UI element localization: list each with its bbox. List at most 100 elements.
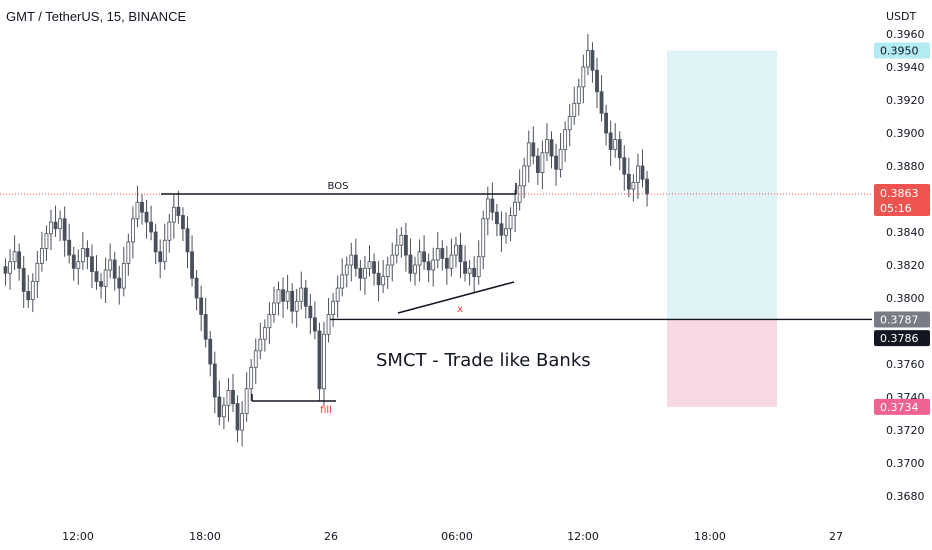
y-tick-label: 0.3900	[886, 127, 925, 140]
candle-body	[622, 157, 627, 175]
candle	[408, 238, 413, 282]
candle-body	[231, 389, 235, 404]
candle	[376, 260, 381, 302]
candle-body	[108, 259, 113, 271]
candle	[312, 301, 317, 340]
candle	[231, 373, 235, 412]
candle-body	[422, 251, 427, 263]
candle-body	[417, 251, 422, 266]
candle-body	[299, 287, 304, 302]
candle-body	[58, 218, 62, 230]
candle	[381, 260, 386, 294]
candle-body	[595, 69, 599, 93]
candle	[108, 243, 113, 279]
stop-zone	[667, 319, 777, 407]
candle	[199, 285, 204, 331]
candle-body	[431, 259, 436, 271]
candle	[212, 351, 217, 414]
candle	[494, 203, 499, 237]
candle	[517, 169, 522, 211]
candle-body	[426, 261, 431, 271]
candle-body	[53, 221, 58, 230]
y-tick-label: 0.3760	[886, 358, 925, 371]
candle	[631, 174, 636, 202]
symbol-title[interactable]: GMT / TetherUS, 15, BINANCE	[6, 9, 187, 24]
candle	[208, 331, 213, 377]
candle	[126, 233, 131, 276]
candle	[158, 239, 163, 279]
candle-body	[608, 132, 613, 150]
candle	[590, 42, 595, 83]
candle	[167, 213, 172, 253]
candle-body	[249, 366, 254, 390]
candle	[335, 275, 340, 318]
candle-body	[449, 254, 454, 269]
candle	[221, 397, 226, 430]
candle-body	[645, 178, 649, 195]
candle-body	[130, 218, 135, 243]
candle-body	[636, 165, 640, 183]
candle	[253, 338, 258, 384]
y-tick-label: 0.3940	[886, 61, 925, 74]
time-axis[interactable]: 12:00 18:00 26 06:00 12:00 18:00 27	[62, 530, 843, 543]
candle-body	[44, 233, 49, 249]
candle-body	[540, 152, 545, 174]
x-tick-label: 18:00	[694, 530, 726, 543]
candle-body	[508, 215, 513, 230]
current-price-badge-bg	[874, 184, 930, 217]
candle	[431, 247, 436, 287]
candle	[117, 265, 122, 305]
candle-body	[217, 396, 222, 418]
candle-body	[463, 261, 467, 274]
candle	[426, 253, 431, 283]
candle-body	[21, 267, 26, 292]
x-tick-label: 26	[324, 530, 338, 543]
x-tick-label: 06:00	[441, 530, 473, 543]
candle	[617, 131, 622, 171]
axis-unit-label: USDT	[886, 10, 917, 23]
candle-body	[344, 264, 349, 276]
candle-body	[640, 165, 645, 180]
candle	[394, 228, 399, 264]
candle	[540, 140, 545, 190]
candle-body	[167, 221, 172, 241]
candle-body	[294, 300, 299, 312]
candle	[185, 216, 190, 269]
candle	[531, 126, 536, 165]
fill-label: fill	[320, 405, 332, 416]
candle-body	[353, 254, 358, 269]
candle-body	[181, 215, 185, 230]
candle-body	[599, 91, 604, 114]
candle	[90, 244, 94, 289]
candle	[399, 227, 404, 258]
candle	[349, 242, 354, 282]
candle-body	[94, 271, 99, 282]
candle-body	[413, 264, 417, 274]
candle	[463, 245, 467, 282]
candle	[272, 286, 276, 323]
y-tick-label: 0.3840	[886, 226, 925, 239]
price-badge: 0.3734	[874, 398, 930, 415]
candle	[17, 243, 22, 281]
candle-body	[12, 251, 17, 263]
candle-body	[472, 267, 477, 277]
position-zones	[667, 50, 777, 407]
candle-body	[385, 264, 390, 277]
x-tick-label: 12:00	[567, 530, 599, 543]
candle	[576, 78, 581, 116]
candle-body	[62, 218, 67, 241]
price-axis[interactable]: USDT 0.3960 0.3940 0.3920 0.3900 0.3880 0.3840…	[886, 10, 925, 503]
candle-body	[262, 327, 267, 340]
candle	[622, 145, 627, 191]
candle-body	[481, 218, 486, 258]
candle	[194, 269, 199, 311]
candle	[103, 257, 108, 303]
price-badge-value: 0.3786	[880, 332, 919, 345]
candle	[645, 170, 649, 207]
candles	[3, 34, 649, 447]
candle-body	[103, 269, 108, 287]
candle	[454, 236, 458, 268]
candle	[53, 205, 58, 237]
candle	[413, 256, 417, 286]
